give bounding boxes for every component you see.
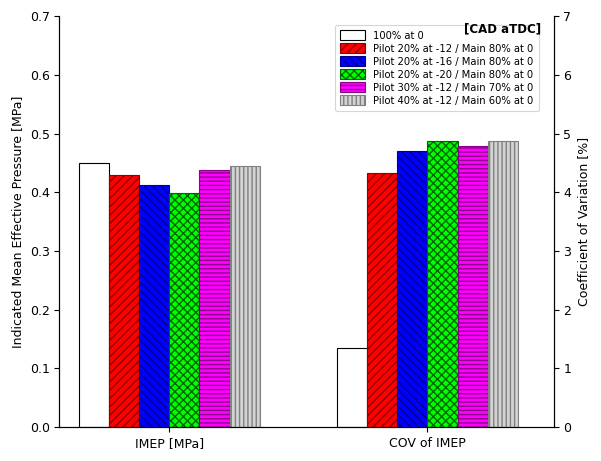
- Bar: [427, 141, 457, 427]
- Bar: [397, 151, 427, 427]
- Bar: [367, 173, 397, 427]
- Bar: [139, 185, 169, 427]
- Y-axis label: Coefficient of Variation [%]: Coefficient of Variation [%]: [577, 137, 590, 306]
- Bar: [457, 147, 488, 427]
- Bar: [488, 141, 518, 427]
- Text: [CAD aTDC]: [CAD aTDC]: [464, 22, 542, 35]
- Bar: [337, 348, 367, 427]
- Legend: 100% at 0, Pilot 20% at -12 / Main 80% at 0, Pilot 20% at -16 / Main 80% at 0, P: 100% at 0, Pilot 20% at -12 / Main 80% a…: [335, 25, 538, 111]
- Bar: [200, 170, 230, 427]
- Y-axis label: Indicated Mean Effective Pressure [MPa]: Indicated Mean Effective Pressure [MPa]: [11, 95, 24, 348]
- Bar: [230, 166, 260, 427]
- Bar: [79, 163, 109, 427]
- Bar: [169, 194, 200, 427]
- Bar: [109, 175, 139, 427]
